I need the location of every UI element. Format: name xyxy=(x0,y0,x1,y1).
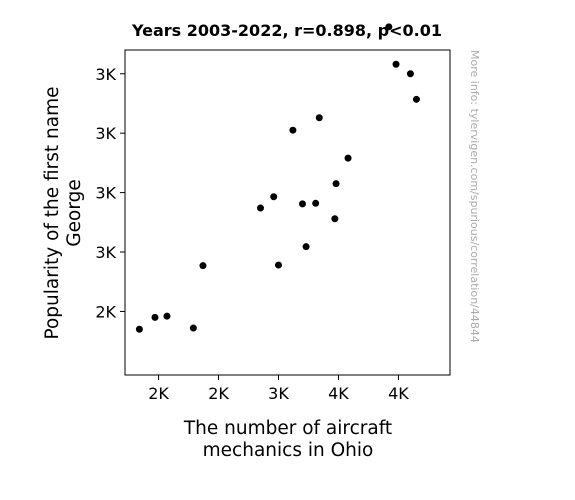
data-point xyxy=(406,70,414,78)
data-point xyxy=(385,23,393,31)
y-axis-label-line-2: George xyxy=(64,179,85,246)
x-tick-label: 4K xyxy=(388,384,409,403)
data-point xyxy=(302,243,310,251)
chart-title: Years 2003-2022, r=0.898, p<0.01 xyxy=(131,21,442,40)
data-point xyxy=(392,60,400,68)
y-tick-label: 3K xyxy=(95,124,116,143)
data-point xyxy=(331,215,339,223)
data-point xyxy=(312,199,320,207)
data-point xyxy=(298,200,306,208)
data-point xyxy=(135,325,143,333)
y-tick-label: 3K xyxy=(95,243,116,262)
data-point xyxy=(332,180,340,188)
data-point xyxy=(412,95,420,103)
y-axis-label-line-1: Popularity of the first name xyxy=(42,86,63,339)
plot-area xyxy=(124,49,451,376)
y-tick-label: 2K xyxy=(95,302,116,321)
data-point xyxy=(270,193,278,201)
data-point xyxy=(163,312,171,320)
data-point xyxy=(151,313,159,321)
data-point xyxy=(344,154,352,162)
x-tick-label: 4K xyxy=(328,384,349,403)
y-tick-label: 3K xyxy=(95,184,116,203)
data-point xyxy=(275,261,283,269)
y-axis: 2K 3K 3K 3K 3K xyxy=(95,65,125,321)
data-point xyxy=(199,262,207,270)
x-axis-label-line-2: mechanics in Ohio xyxy=(203,440,374,461)
x-tick-label: 2K xyxy=(148,384,169,403)
data-point xyxy=(257,204,265,212)
x-tick-label: 2K xyxy=(208,384,229,403)
y-tick-label: 3K xyxy=(95,65,116,84)
x-tick-label: 3K xyxy=(268,384,289,403)
data-points xyxy=(135,23,420,333)
source-watermark: More info: tylervigen.com/spurious/corre… xyxy=(468,50,481,343)
x-axis: 2K 2K 3K 4K 4K xyxy=(148,375,409,403)
x-axis-label-line-1: The number of aircraft xyxy=(183,418,392,439)
data-point xyxy=(189,324,197,332)
data-point xyxy=(315,114,323,122)
data-point xyxy=(289,126,297,134)
